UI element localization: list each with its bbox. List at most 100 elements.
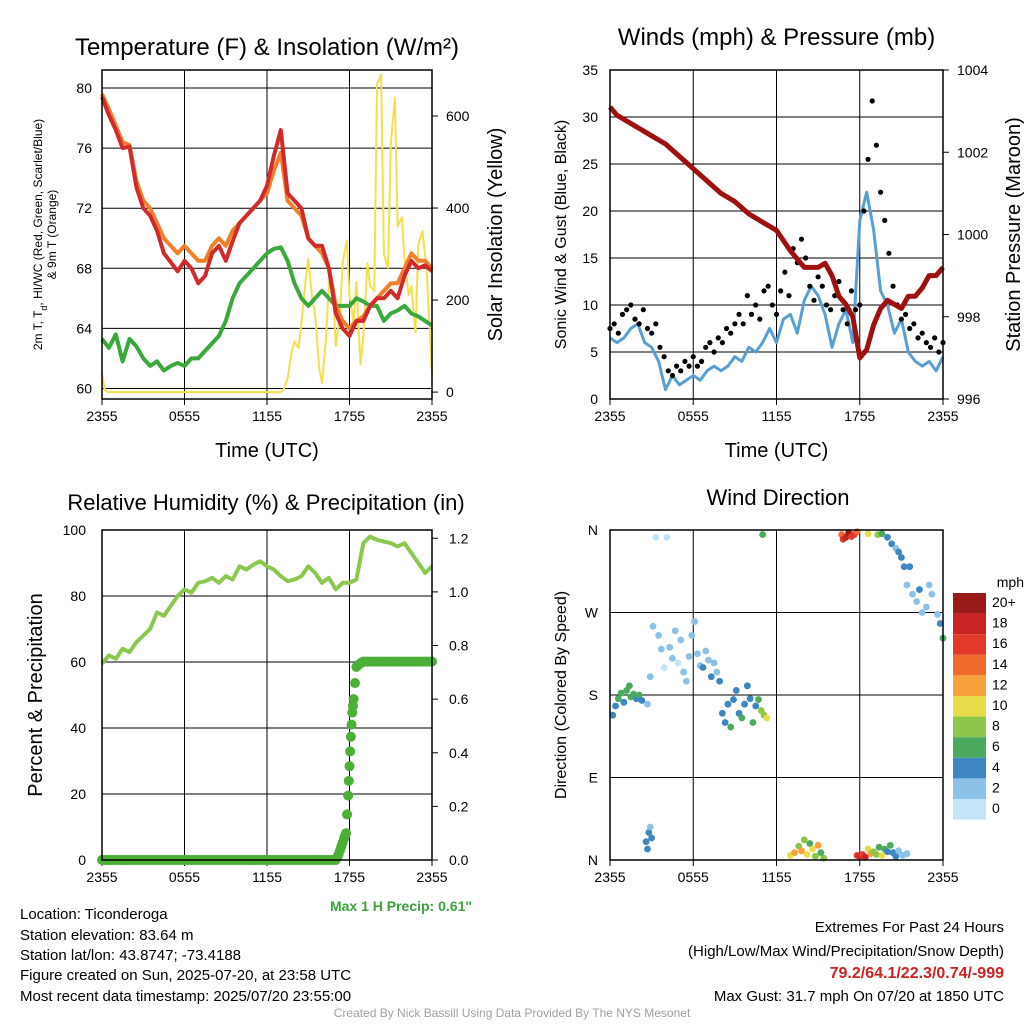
direction-point xyxy=(884,533,891,541)
direction-point xyxy=(645,829,653,836)
chart-title: Relative Humidity (%) & Precipitation (i… xyxy=(67,490,464,515)
gust-point xyxy=(649,330,655,336)
gust-point xyxy=(744,293,750,299)
y-tick-label: 0 xyxy=(590,391,598,407)
y-tick-label: 15 xyxy=(582,250,598,266)
x-tick-label: 2355 xyxy=(86,869,117,885)
direction-point xyxy=(702,647,710,655)
gust-point xyxy=(686,363,692,369)
gust-point xyxy=(661,354,667,360)
y-tick-label: 72 xyxy=(76,200,92,216)
precip-point xyxy=(345,746,356,757)
direction-point xyxy=(660,664,668,671)
direction-point xyxy=(934,610,941,618)
gust-point xyxy=(844,321,850,327)
direction-point xyxy=(617,689,625,697)
gust-point xyxy=(836,278,842,285)
direction-point xyxy=(817,849,825,857)
gust-point xyxy=(711,349,717,355)
direction-point xyxy=(892,852,900,860)
extremes-heading: Extremes For Past 24 Hours xyxy=(814,919,1004,936)
colorbar-label: 10 xyxy=(992,697,1008,713)
gust-point xyxy=(882,217,888,223)
direction-point xyxy=(626,682,633,690)
chart-title: Winds (mph) & Pressure (mb) xyxy=(618,24,935,51)
gust-point xyxy=(723,325,730,332)
direction-point xyxy=(638,697,646,704)
direction-point xyxy=(741,700,748,708)
gust-point xyxy=(811,297,817,303)
y-tick-label: 25 xyxy=(582,156,598,172)
direction-point xyxy=(895,847,902,855)
gust-point xyxy=(840,307,846,313)
gust-point xyxy=(877,189,884,195)
gust-point xyxy=(753,302,759,308)
x-tick-label: 1755 xyxy=(334,408,365,424)
gust-point xyxy=(936,349,942,355)
gust-point xyxy=(624,307,630,313)
y2-tick-label: 996 xyxy=(957,391,981,407)
y2-tick-label: 600 xyxy=(446,108,470,124)
y-tick-label: 60 xyxy=(76,380,92,396)
precip-point xyxy=(348,694,359,705)
direction-point xyxy=(791,849,798,857)
gust-point xyxy=(682,358,688,364)
gust-point xyxy=(911,321,917,327)
gust-point xyxy=(748,311,755,317)
gust-point xyxy=(786,293,792,299)
gust-point xyxy=(674,363,680,369)
gust-point xyxy=(728,330,734,336)
direction-point xyxy=(763,714,771,722)
direction-point xyxy=(803,851,811,858)
gust-point xyxy=(619,311,626,317)
direction-point xyxy=(710,659,718,667)
gust-point xyxy=(715,335,721,341)
direction-point xyxy=(752,702,760,710)
direction-point xyxy=(814,841,822,849)
precip-point xyxy=(345,731,356,742)
gust-point xyxy=(703,344,709,350)
y-tick-label: 10 xyxy=(582,297,598,313)
direction-point xyxy=(732,687,740,694)
y-tick-label: 0 xyxy=(78,852,86,868)
direction-point xyxy=(644,700,651,708)
direction-point xyxy=(895,548,902,556)
colorbar-label: 2 xyxy=(992,779,1000,795)
y-tick-label: 40 xyxy=(70,720,86,736)
gust-point xyxy=(923,340,929,346)
chart-title: Wind Direction xyxy=(706,485,849,510)
x-tick-label: 2355 xyxy=(594,408,625,424)
x-tick-label: 2355 xyxy=(927,869,958,885)
gust-point xyxy=(773,311,780,317)
gust-point xyxy=(632,316,638,322)
direction-point xyxy=(612,702,619,710)
gust-point xyxy=(803,255,809,261)
gust-point xyxy=(740,321,746,327)
y2-tick-label: 0.4 xyxy=(449,745,469,761)
gust-point xyxy=(907,325,913,332)
direction-point xyxy=(688,632,696,639)
gust-point xyxy=(815,274,821,280)
direction-point xyxy=(705,656,712,664)
x-axis-label: Time (UTC) xyxy=(215,440,319,462)
extremes-gust: Max Gust: 31.7 mph On 07/20 at 1850 UTC xyxy=(713,988,1004,1005)
colorbar-label: 14 xyxy=(992,656,1008,672)
y2-tick-label: 0.0 xyxy=(449,852,469,868)
direction-point xyxy=(699,664,707,671)
direction-point xyxy=(906,563,914,571)
direction-point xyxy=(694,650,701,658)
direction-point xyxy=(755,696,762,703)
info-location: Location: Ticonderoga xyxy=(20,906,168,923)
gust-point xyxy=(732,321,738,327)
direction-point xyxy=(652,533,660,541)
direction-point xyxy=(716,677,724,685)
colorbar-swatch xyxy=(953,757,986,779)
gust-point xyxy=(886,250,892,256)
gust-point xyxy=(902,311,909,317)
gust-point xyxy=(932,335,938,341)
colorbar-swatch xyxy=(953,675,986,696)
direction-point xyxy=(888,540,896,548)
direction-point xyxy=(800,836,808,844)
y-axis-label: 2m T, Td, HI/WC (Red, Green, Scarlet/Blu… xyxy=(31,119,59,350)
